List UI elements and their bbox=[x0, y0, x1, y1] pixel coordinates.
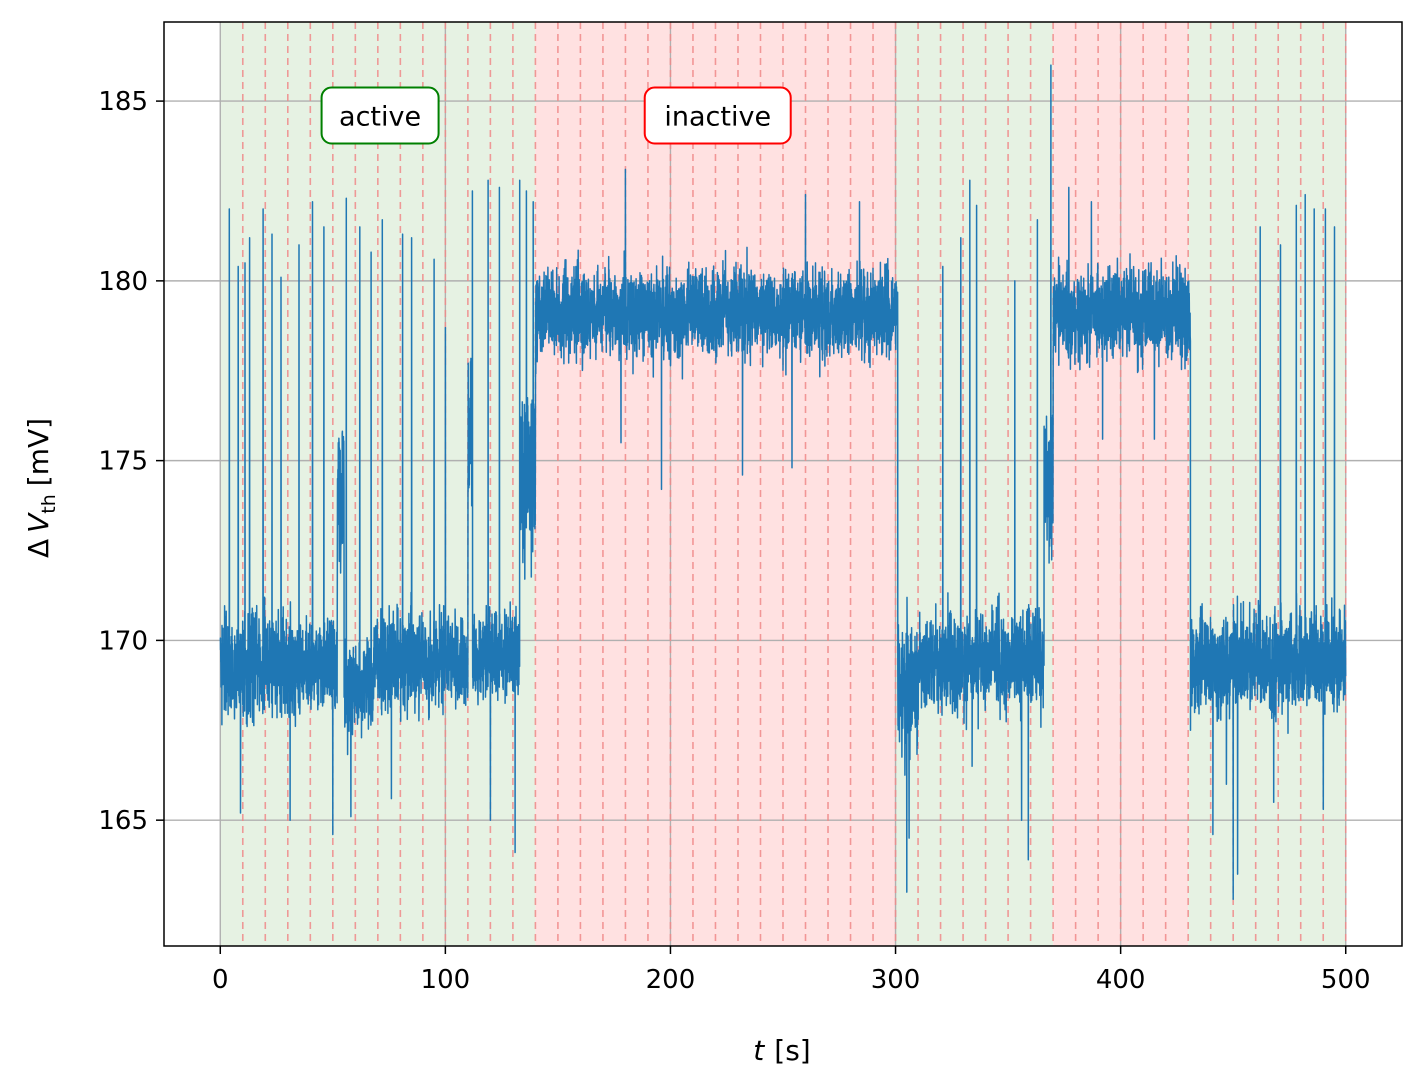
annotation-active: active bbox=[320, 86, 440, 145]
x-tick-label: 100 bbox=[421, 965, 471, 995]
x-axis-variable: t bbox=[753, 1034, 765, 1067]
y-tick-label: 175 bbox=[98, 447, 148, 477]
x-tick-label: 300 bbox=[871, 965, 921, 995]
y-axis-subscript: th bbox=[38, 494, 60, 514]
series-line bbox=[219, 64, 1347, 901]
y-axis-delta: Δ bbox=[22, 539, 55, 558]
series-group bbox=[219, 64, 1347, 901]
annotation-inactive: inactive bbox=[643, 86, 792, 145]
region-active bbox=[1188, 22, 1346, 946]
annotation-group: active inactive bbox=[320, 86, 792, 145]
x-tick-label: 400 bbox=[1096, 965, 1146, 995]
y-axis-unit: [mV] bbox=[22, 418, 55, 486]
y-axis-label: ΔVth [mV] bbox=[22, 418, 60, 558]
y-tick-label: 180 bbox=[98, 267, 148, 297]
annotation-box bbox=[320, 86, 440, 145]
x-tick-label: 0 bbox=[212, 965, 229, 995]
x-axis-ticks: 0 100 200 300 400 500 bbox=[212, 946, 1371, 995]
annotation-box bbox=[643, 86, 792, 145]
y-tick-label: 185 bbox=[98, 87, 148, 117]
region-active bbox=[895, 22, 1054, 946]
y-tick-label: 170 bbox=[98, 626, 148, 656]
annotation-text: active bbox=[339, 101, 421, 132]
y-axis-variable: V bbox=[22, 512, 55, 533]
plot-frame bbox=[163, 21, 1403, 947]
y-axis-ticks: 165 170 175 180 185 bbox=[98, 87, 164, 836]
y-tick-label: 165 bbox=[98, 806, 148, 836]
x-tick-label: 500 bbox=[1321, 965, 1371, 995]
x-axis-label: t [s] bbox=[753, 1034, 810, 1067]
x-axis-unit: [s] bbox=[774, 1034, 810, 1067]
x-tick-label: 200 bbox=[646, 965, 696, 995]
annotation-text: inactive bbox=[664, 101, 771, 132]
